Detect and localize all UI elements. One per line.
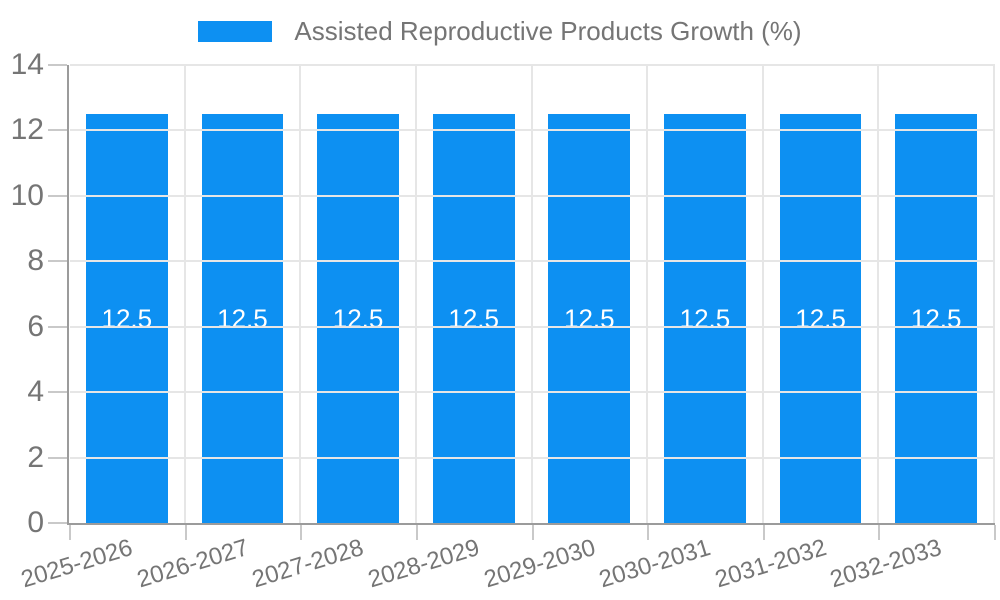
x-tick-label: 2030-2031 <box>596 534 714 594</box>
bar-cell: 12.5 <box>301 65 417 523</box>
y-tick-mark <box>48 391 67 394</box>
y-axis-labels: 0 2 4 6 8 10 12 14 <box>0 50 44 538</box>
y-tick-label: 0 <box>27 506 44 539</box>
bar: 12.5 <box>895 114 978 523</box>
x-tick-mark <box>647 525 650 540</box>
x-tick-label: 2032-2033 <box>827 534 946 594</box>
x-tick-label: 2026-2027 <box>133 534 252 594</box>
gridline <box>70 64 995 66</box>
bar-value-label: 12.5 <box>101 303 153 334</box>
bar-value-label: 12.5 <box>910 303 962 334</box>
y-tick-label: 6 <box>27 309 44 343</box>
bar-value-label: 12.5 <box>795 303 846 334</box>
x-tick-mark <box>531 525 534 540</box>
bar-cell: 12.5 <box>879 65 995 523</box>
bar: 12.5 <box>85 114 168 523</box>
bar: 12.5 <box>201 114 284 523</box>
y-axis-line <box>67 65 69 525</box>
x-tick-label: 2028-2029 <box>364 534 483 594</box>
x-tick-mark <box>415 525 418 540</box>
bar-cell: 12.5 <box>417 65 533 523</box>
y-tick-label: 4 <box>27 375 44 409</box>
bar-value-label: 12.5 <box>448 303 499 334</box>
bar: 12.5 <box>432 114 515 523</box>
y-tick-mark <box>48 522 67 524</box>
x-tick-mark <box>184 525 187 540</box>
gridline <box>70 456 995 459</box>
x-axis-line <box>67 523 995 525</box>
plot-area: 12.5 12.5 12.5 12.5 12.5 12.5 12.5 12.5 <box>70 64 995 523</box>
y-tick-mark <box>48 456 67 459</box>
x-tick-mark <box>762 525 765 540</box>
bar-value-label: 12.5 <box>217 303 268 334</box>
x-tick-mark <box>878 525 881 540</box>
x-axis-ticks <box>69 525 996 540</box>
y-tick-mark <box>48 194 67 197</box>
legend: Assisted Reproductive Products Growth (%… <box>0 16 1000 47</box>
y-tick-mark <box>48 260 67 263</box>
legend-swatch <box>198 21 273 43</box>
gridline <box>70 129 995 132</box>
gridline <box>70 391 995 394</box>
bar-cell: 12.5 <box>533 65 649 523</box>
x-tick-label: 2029-2030 <box>480 534 599 594</box>
bar-cell: 12.5 <box>648 65 764 523</box>
bar: 12.5 <box>548 114 631 523</box>
x-tick-label: 2031-2032 <box>711 534 830 594</box>
bar-cell: 12.5 <box>70 65 186 523</box>
gridline <box>70 194 995 197</box>
y-axis-ticks <box>48 64 67 524</box>
x-tick-mark <box>994 525 996 540</box>
x-tick-mark <box>69 525 71 540</box>
bar-value-label: 12.5 <box>332 303 384 334</box>
y-tick-mark <box>48 64 67 66</box>
x-tick-label: 2027-2028 <box>249 534 367 594</box>
y-tick-label: 12 <box>10 113 44 147</box>
bar: 12.5 <box>664 114 746 523</box>
bar: 12.5 <box>779 114 862 523</box>
gridline <box>70 325 995 328</box>
gridline <box>70 260 995 263</box>
x-axis-labels: 2025-2026 2026-2027 2027-2028 2028-2029 2029… <box>18 534 995 596</box>
bar: 12.5 <box>317 114 399 523</box>
x-tick-mark <box>300 525 303 540</box>
legend-label: Assisted Reproductive Products Growth (%… <box>294 16 802 46</box>
bar-cell: 12.5 <box>764 65 880 523</box>
y-tick-label: 14 <box>10 48 44 81</box>
y-tick-label: 2 <box>27 440 44 474</box>
bar-value-label: 12.5 <box>563 303 615 334</box>
bar-value-label: 12.5 <box>679 303 731 334</box>
y-tick-mark <box>48 129 67 132</box>
y-tick-mark <box>48 325 67 328</box>
bars-layer: 12.5 12.5 12.5 12.5 12.5 12.5 12.5 12.5 <box>70 65 995 523</box>
x-tick-label: 2025-2026 <box>18 534 136 594</box>
y-tick-label: 10 <box>10 178 44 212</box>
y-tick-label: 8 <box>27 244 44 278</box>
bar-cell: 12.5 <box>186 65 302 523</box>
